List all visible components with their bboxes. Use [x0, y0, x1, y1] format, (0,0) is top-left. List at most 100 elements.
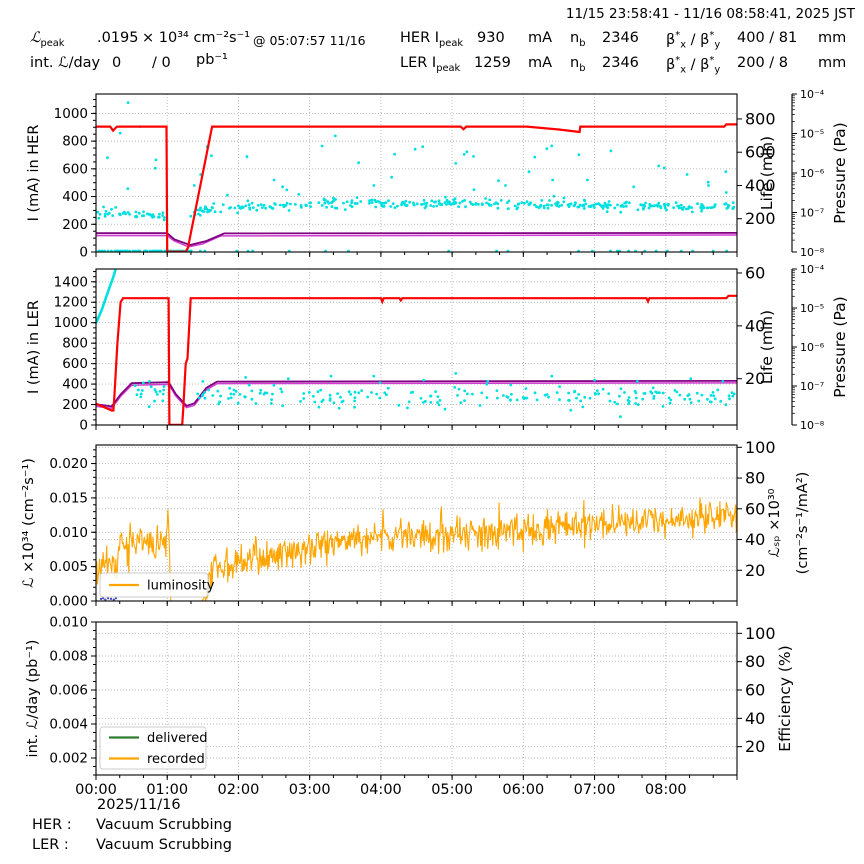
svg-text:I (mA) in HER: I (mA) in HER	[26, 125, 42, 222]
svg-text:20: 20	[745, 561, 765, 580]
svg-text:200: 200	[62, 217, 88, 233]
svg-text:60: 60	[745, 263, 765, 282]
legend: luminosity	[99, 572, 215, 598]
ler-nb-label: nb	[570, 55, 586, 74]
panel-lumi: 0.000 0.005 0.010 0.015 0.020 20 40 60 80 100 ℒ ×1…	[21, 438, 811, 610]
svg-text:0.008: 0.008	[49, 649, 88, 665]
her-ipeak-unit: mA	[528, 30, 553, 46]
her-beta-label: β*x / β*y	[666, 30, 721, 51]
intl-value: 0	[112, 55, 122, 71]
intl-label: int. ℒ/day	[30, 55, 101, 71]
ticks	[91, 446, 742, 606]
legend-box	[99, 572, 209, 598]
svg-text:Pressure (Pa): Pressure (Pa)	[831, 296, 849, 397]
svg-text:Life (min): Life (min)	[758, 310, 776, 384]
svg-text:10⁻⁵: 10⁻⁵	[800, 302, 824, 315]
pressure-axis: 10⁻⁴ 10⁻⁵ 10⁻⁶ 10⁻⁷ 10⁻⁸ Pressure (Pa)	[791, 263, 849, 432]
svg-text:10⁻⁴: 10⁻⁴	[800, 263, 825, 276]
svg-text:10⁻⁶: 10⁻⁶	[800, 341, 825, 354]
svg-text:60: 60	[745, 681, 765, 700]
svg-text:luminosity: luminosity	[147, 579, 215, 594]
svg-text:80: 80	[745, 652, 765, 671]
svg-text:10⁻⁸: 10⁻⁸	[800, 419, 825, 432]
svg-text:04:00: 04:00	[360, 782, 402, 798]
lpeak-timestamp: @ 05:07:57 11/16	[253, 33, 366, 48]
her-nb-label: nb	[570, 30, 586, 49]
ler-beta-unit: mm	[818, 55, 847, 71]
plot-frame	[95, 444, 738, 602]
lpeak-label: ℒpeak	[30, 30, 65, 49]
ler-nb-value: 2346	[602, 55, 639, 71]
ler-status-label: LER :	[32, 837, 69, 853]
legend: delivered recorded	[99, 726, 207, 770]
svg-text:400: 400	[745, 176, 776, 195]
svg-text:06:00: 06:00	[502, 782, 544, 798]
ler-ipeak-unit: mA	[528, 55, 553, 71]
svg-text:ℒ ×10³⁴ (cm⁻²s⁻¹): ℒ ×10³⁴ (cm⁻²s⁻¹)	[21, 458, 37, 588]
svg-text:40: 40	[745, 316, 765, 335]
her-beta-unit: mm	[818, 30, 847, 46]
panel-her: 0 200 400 600 800 1000 200 400 600 800 I (mA) in H…	[26, 88, 849, 261]
her-ipeak-label: HER Ipeak	[400, 30, 464, 49]
svg-text:07:00: 07:00	[574, 782, 616, 798]
svg-text:10⁻⁷: 10⁻⁷	[800, 380, 824, 393]
lsp-startup-dots	[99, 597, 117, 601]
svg-text:600: 600	[62, 161, 88, 177]
svg-text:recorded: recorded	[147, 752, 205, 767]
svg-text:200: 200	[745, 209, 776, 228]
intl-value2: / 0	[152, 55, 171, 71]
ler-ipeak-label: LER Ipeak	[400, 55, 461, 74]
lpeak-value: .0195	[97, 30, 139, 46]
svg-text:10⁻⁷: 10⁻⁷	[800, 207, 824, 220]
plot-frame	[95, 268, 738, 426]
svg-text:03:00: 03:00	[289, 782, 331, 798]
svg-text:10⁻⁸: 10⁻⁸	[800, 246, 825, 259]
svg-text:200: 200	[62, 397, 88, 413]
svg-text:10⁻⁵: 10⁻⁵	[800, 128, 824, 141]
svg-text:600: 600	[745, 143, 776, 162]
svg-text:40: 40	[745, 530, 765, 549]
ler-current	[96, 294, 737, 425]
svg-text:1000: 1000	[54, 315, 88, 331]
panel-intlumi: 0.002 0.004 0.006 0.008 0.010 20 40 60 80 100 00:0…	[25, 615, 794, 799]
svg-text:delivered: delivered	[147, 731, 207, 746]
series-layer	[96, 101, 737, 252]
svg-text:0.020: 0.020	[49, 456, 88, 472]
svg-text:100: 100	[745, 624, 776, 643]
panel-ler: 0 200 400 600 800 1000 1200 1400 20 40 60 I (mA) in…	[26, 263, 849, 434]
svg-text:00:00: 00:00	[75, 782, 117, 798]
svg-text:0.010: 0.010	[49, 615, 88, 631]
svg-text:Pressure (Pa): Pressure (Pa)	[831, 122, 849, 223]
svg-text:10⁻⁶: 10⁻⁶	[800, 167, 825, 180]
svg-text:40: 40	[745, 709, 765, 728]
ler-pressure-gauge2	[96, 382, 737, 409]
ler-life-dots	[133, 372, 736, 419]
svg-text:10⁻⁴: 10⁻⁴	[800, 88, 825, 101]
plot-frame	[95, 93, 738, 253]
svg-text:800: 800	[62, 336, 88, 352]
time-range-title: 11/15 23:58:41 - 11/16 08:58:41, 2025 JS…	[565, 6, 855, 22]
svg-text:0: 0	[79, 418, 88, 434]
svg-text:0.002: 0.002	[49, 751, 88, 767]
svg-text:0.010: 0.010	[49, 525, 88, 541]
her-ipeak-value: 930	[477, 30, 505, 46]
her-nb-value: 2346	[602, 30, 639, 46]
svg-text:0.004: 0.004	[49, 717, 88, 733]
svg-text:600: 600	[62, 356, 88, 372]
svg-text:800: 800	[62, 134, 88, 150]
svg-text:1000: 1000	[54, 106, 88, 122]
svg-text:05:00: 05:00	[431, 782, 473, 798]
svg-text:20: 20	[745, 737, 765, 756]
svg-text:08:00: 08:00	[645, 782, 687, 798]
her-current	[96, 123, 737, 252]
svg-text:1400: 1400	[54, 274, 88, 290]
series-layer	[96, 269, 737, 425]
her-status-value: Vacuum Scrubbing	[96, 817, 232, 833]
x-axis-date: 2025/11/16	[97, 797, 181, 813]
ler-pressure	[96, 380, 737, 408]
luminosity	[96, 497, 737, 601]
series-layer	[96, 497, 737, 601]
svg-text:0: 0	[79, 245, 88, 261]
